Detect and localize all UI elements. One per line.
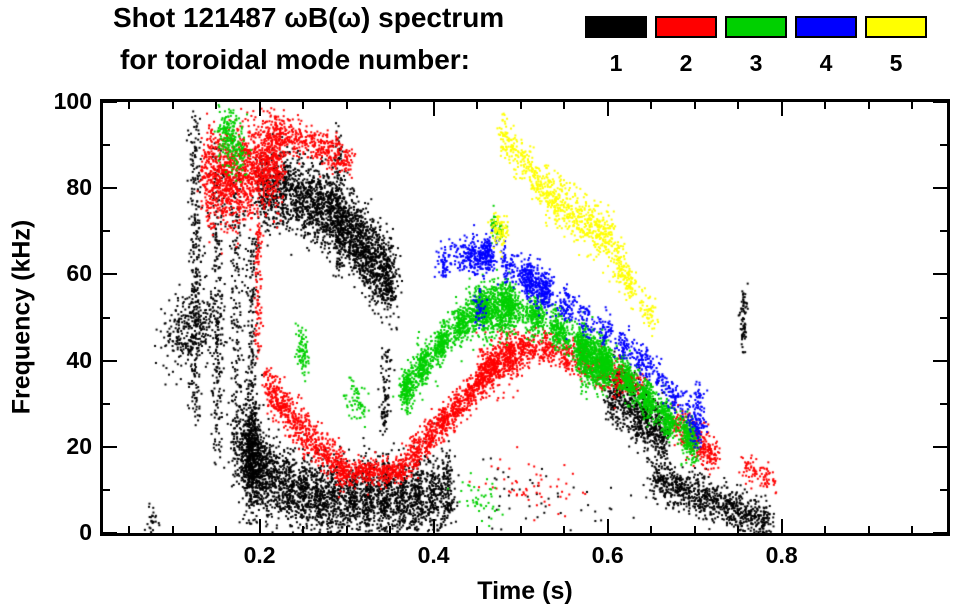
axis-tick [258,102,261,116]
axis-tick [780,102,783,116]
plot-area [100,99,950,536]
axis-tick [345,102,348,109]
legend-swatch-n2 [655,16,717,38]
legend-label-n4: 4 [819,50,833,76]
legend-swatch-n3 [725,16,787,38]
axis-tick [103,359,117,362]
chart-title: Shot 121487 ωB(ω) spectrum [113,2,505,33]
axis-tick [933,532,947,534]
axis-tick [940,402,947,405]
axis-tick [103,488,110,491]
axis-tick [103,101,117,103]
x-tick-label: 0.6 [591,542,624,568]
axis-tick [780,519,783,533]
axis-tick [103,402,110,405]
axis-tick [693,102,696,109]
axis-tick [563,102,566,109]
axis-tick [128,526,131,533]
legend-label-n5: 5 [889,50,903,76]
x-axis-label: Time (s) [477,577,573,605]
legend-label-n1: 1 [609,50,623,76]
y-tick-label: 80 [66,174,92,201]
x-tick-label: 0.4 [417,542,450,568]
legend-labels: 1 2 3 4 5 [585,50,935,77]
axis-tick [933,359,947,362]
chart-subtitle: for toroidal mode number: [120,44,470,75]
axis-tick [933,101,947,103]
axis-tick [606,519,609,533]
axis-tick [171,102,174,109]
y-tick-label: 100 [53,88,92,114]
legend [585,16,935,38]
axis-tick [911,102,914,109]
y-tick-label: 0 [79,519,92,545]
axis-tick [824,526,827,533]
axis-tick [103,273,117,276]
axis-tick [302,526,305,533]
legend-swatch-n1 [585,16,647,38]
legend-label-n2: 2 [679,50,693,76]
axis-tick [476,102,479,109]
axis-tick [940,230,947,233]
axis-tick [215,102,218,109]
axis-tick [911,526,914,533]
axis-tick [606,102,609,116]
axis-tick [737,526,740,533]
axis-tick [940,144,947,147]
axis-tick [171,526,174,533]
axis-tick [432,519,435,533]
axis-tick [103,445,117,448]
y-tick-label: 40 [66,346,92,373]
axis-tick [476,526,479,533]
axis-tick [345,526,348,533]
axis-tick [215,526,218,533]
legend-swatch-n5 [865,16,927,38]
axis-tick [693,526,696,533]
axis-tick [933,445,947,448]
axis-tick [389,102,392,109]
y-axis-label: Frequency (kHz) [7,219,36,415]
axis-tick [103,187,117,190]
axis-tick [940,488,947,491]
axis-tick [867,102,870,109]
axis-tick [103,230,110,233]
y-tick-label: 20 [66,432,92,459]
axis-tick [650,102,653,109]
spectrogram-canvas [103,102,947,533]
axis-tick [103,144,110,147]
legend-label-n3: 3 [749,50,763,76]
axis-tick [389,526,392,533]
axis-tick [650,526,653,533]
axis-tick [302,102,305,109]
axis-tick [128,102,131,109]
axis-tick [103,532,117,534]
axis-tick [258,519,261,533]
y-tick-label: 60 [66,260,92,287]
x-tick-label: 0.2 [243,542,276,568]
axis-tick [563,526,566,533]
axis-tick [519,102,522,109]
axis-tick [737,102,740,109]
x-tick-label: 0.8 [765,542,798,568]
axis-tick [824,102,827,109]
axis-tick [933,187,947,190]
axis-tick [933,273,947,276]
axis-tick [867,526,870,533]
legend-swatch-n4 [795,16,857,38]
axis-tick [103,316,110,319]
axis-tick [940,316,947,319]
axis-tick [432,102,435,116]
axis-tick [519,526,522,533]
